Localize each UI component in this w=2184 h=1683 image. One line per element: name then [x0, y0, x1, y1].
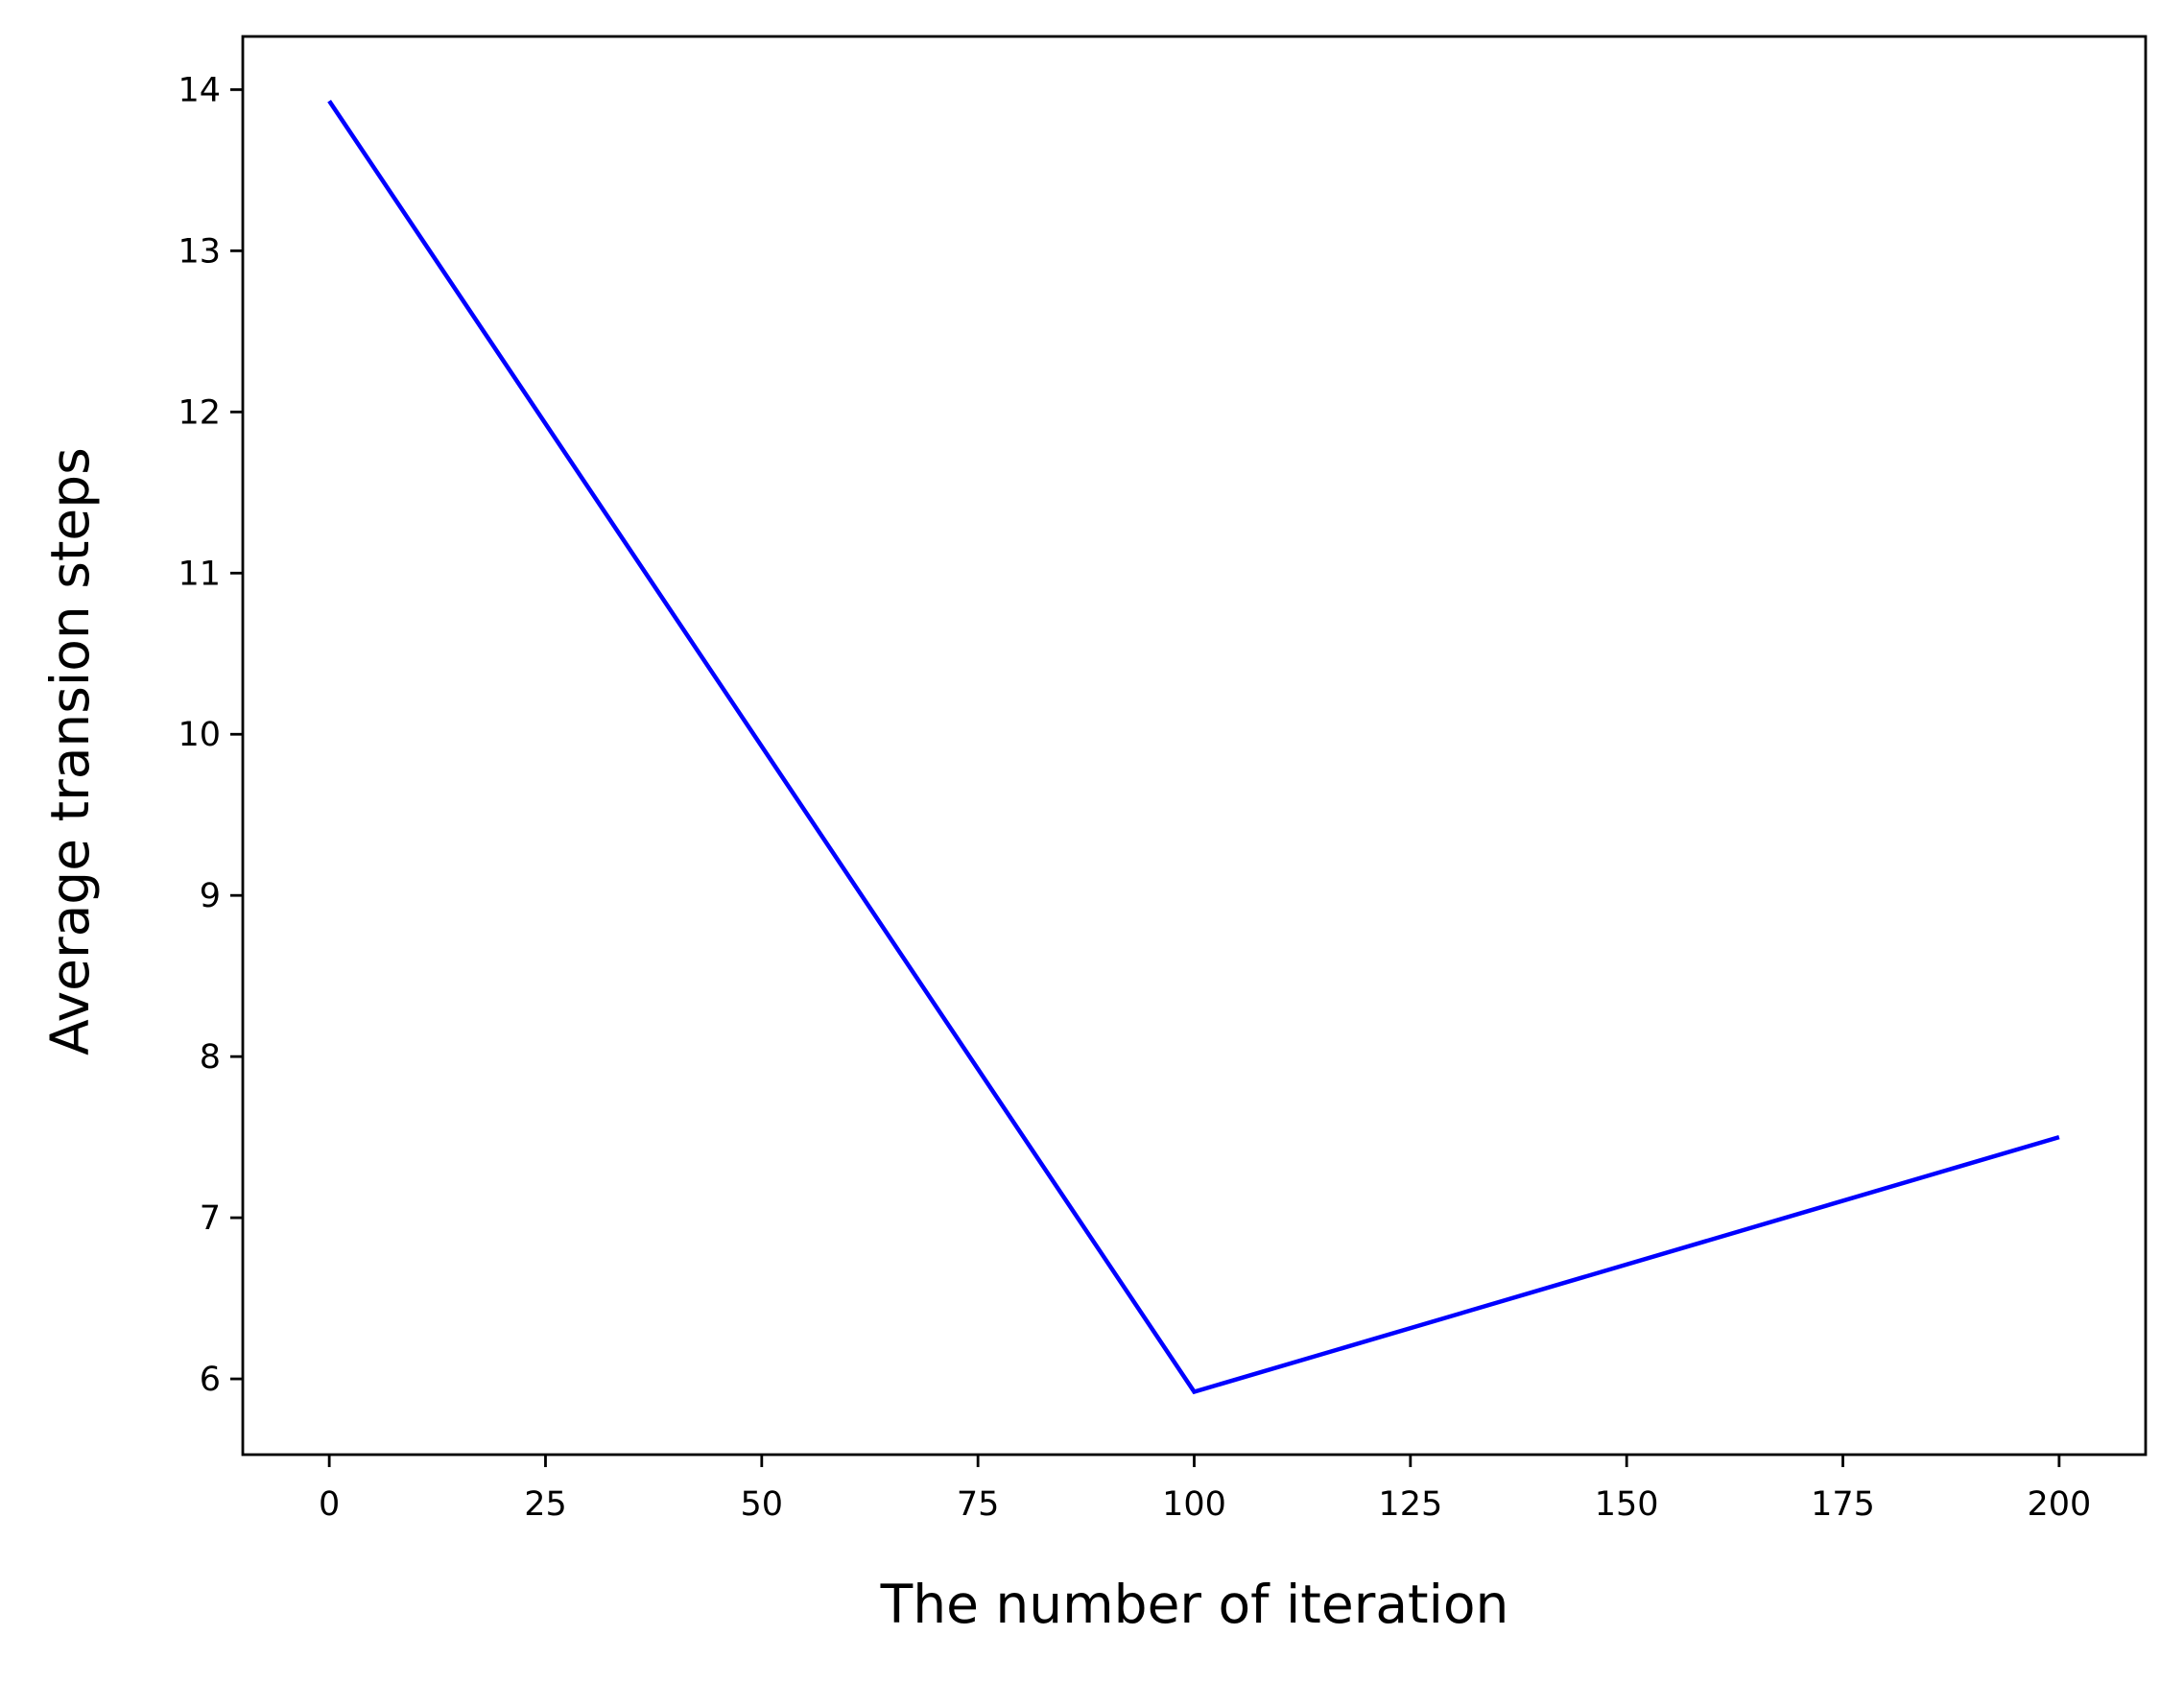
x-tick-label: 25	[524, 1485, 567, 1524]
y-tick-label: 7	[200, 1199, 221, 1238]
plot-area: 0 25 50 75 100 125 150 175 200 6 7 8 9 10 11 12 13 14	[178, 35, 2148, 1524]
y-tick-label: 13	[178, 232, 221, 271]
x-tick-label: 75	[957, 1485, 1000, 1524]
y-axis-label: Average transion steps	[39, 447, 101, 1055]
series-line-1	[327, 99, 2060, 1395]
x-tick-label: 125	[1378, 1485, 1442, 1524]
y-tick-label: 6	[200, 1361, 221, 1399]
plot-frame	[241, 35, 2148, 1457]
x-tick-label: 175	[1811, 1485, 1875, 1524]
x-axis-label: The number of iteration	[880, 1574, 1509, 1635]
x-tick-label: 200	[2027, 1485, 2091, 1524]
y-tick-label: 10	[178, 716, 221, 754]
y-tick-label: 14	[178, 71, 221, 109]
x-tick-label: 0	[319, 1485, 340, 1524]
x-tick-label: 100	[1162, 1485, 1226, 1524]
y-tick-label: 8	[200, 1038, 221, 1077]
y-tick-label: 11	[178, 555, 221, 593]
y-tick-label: 9	[200, 877, 221, 915]
x-tick-label: 50	[741, 1485, 784, 1524]
y-tick-label: 12	[178, 393, 221, 432]
x-tick-label: 150	[1595, 1485, 1659, 1524]
